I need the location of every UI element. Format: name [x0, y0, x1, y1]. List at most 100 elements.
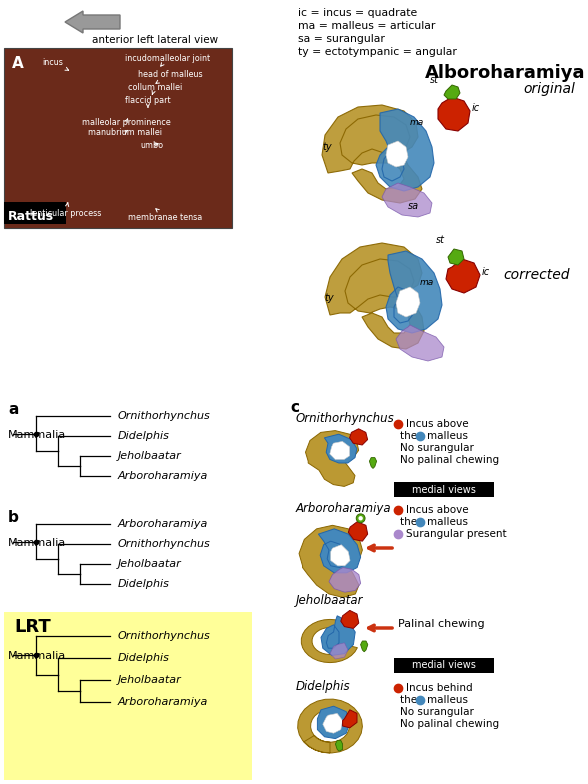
- Text: Jeholbaatar: Jeholbaatar: [118, 451, 182, 461]
- FancyArrow shape: [65, 11, 120, 33]
- Text: umbo: umbo: [140, 140, 163, 150]
- Polygon shape: [323, 713, 343, 733]
- Text: Arboroharamiya: Arboroharamiya: [118, 697, 208, 707]
- Text: malleus: malleus: [427, 431, 468, 441]
- Text: Mammalia: Mammalia: [8, 430, 66, 440]
- Text: Didelphis: Didelphis: [296, 680, 350, 693]
- Bar: [394, 658, 494, 673]
- Bar: [4, 612, 252, 780]
- Text: ty: ty: [322, 142, 332, 152]
- Polygon shape: [321, 615, 355, 655]
- Text: ic = incus = quadrate: ic = incus = quadrate: [298, 8, 417, 18]
- Text: malleolar prominence: malleolar prominence: [82, 118, 171, 126]
- Text: Didelphis: Didelphis: [118, 653, 170, 663]
- Polygon shape: [396, 287, 420, 317]
- Text: Jeholbaatar: Jeholbaatar: [118, 675, 182, 685]
- Polygon shape: [396, 325, 444, 361]
- Text: Alboroharamiya: Alboroharamiya: [425, 64, 585, 82]
- Text: a: a: [8, 402, 18, 417]
- Text: incus: incus: [42, 57, 69, 71]
- Polygon shape: [360, 641, 368, 652]
- Text: anterior left lateral view: anterior left lateral view: [92, 35, 218, 45]
- Text: the: the: [400, 431, 420, 441]
- Text: Palinal chewing: Palinal chewing: [398, 619, 485, 629]
- Text: ty = ectotympanic = angular: ty = ectotympanic = angular: [298, 47, 457, 57]
- Text: manubrium mallei: manubrium mallei: [88, 128, 162, 136]
- Text: Jeholbaatar: Jeholbaatar: [296, 594, 363, 607]
- Polygon shape: [376, 109, 434, 191]
- Text: malleus: malleus: [427, 517, 468, 527]
- Polygon shape: [330, 441, 350, 459]
- Text: the: the: [400, 517, 420, 527]
- Text: Ornithorhynchus: Ornithorhynchus: [296, 412, 395, 425]
- Polygon shape: [322, 105, 422, 203]
- Polygon shape: [306, 430, 359, 486]
- Text: st: st: [430, 75, 439, 85]
- Polygon shape: [343, 710, 357, 728]
- Polygon shape: [318, 706, 350, 739]
- Polygon shape: [341, 611, 359, 629]
- Text: Incus above: Incus above: [406, 419, 469, 429]
- Text: Incus behind: Incus behind: [406, 683, 473, 693]
- Polygon shape: [446, 259, 480, 293]
- Text: original: original: [523, 82, 575, 96]
- Polygon shape: [325, 434, 357, 463]
- Text: Didelphis: Didelphis: [118, 579, 170, 589]
- Text: Ornithorhynchus: Ornithorhynchus: [118, 539, 211, 549]
- Text: sa: sa: [408, 201, 419, 211]
- Text: membranae tensa: membranae tensa: [128, 209, 202, 222]
- Polygon shape: [325, 243, 424, 349]
- Text: lenticular process: lenticular process: [30, 203, 101, 217]
- Text: LRT: LRT: [14, 618, 51, 636]
- Text: ty: ty: [324, 293, 333, 303]
- Text: A: A: [12, 56, 24, 71]
- Text: incudomalleolar joint: incudomalleolar joint: [125, 53, 210, 66]
- Polygon shape: [444, 85, 460, 99]
- Text: b: b: [8, 510, 19, 525]
- Polygon shape: [382, 183, 432, 217]
- Polygon shape: [350, 429, 368, 445]
- Polygon shape: [438, 97, 470, 131]
- Bar: [4, 48, 232, 228]
- Text: Surangular present: Surangular present: [406, 529, 507, 539]
- Text: medial views: medial views: [412, 660, 476, 670]
- Text: the: the: [400, 695, 420, 705]
- Text: No surangular: No surangular: [400, 707, 474, 717]
- Bar: [394, 482, 494, 497]
- Circle shape: [359, 516, 363, 521]
- Text: medial views: medial views: [412, 485, 476, 495]
- Circle shape: [356, 514, 365, 523]
- Polygon shape: [386, 141, 408, 167]
- Text: Arboroharamiya: Arboroharamiya: [296, 502, 392, 515]
- Bar: [4, 202, 66, 224]
- Polygon shape: [386, 251, 442, 333]
- Text: Incus above: Incus above: [406, 505, 469, 515]
- Text: malleus: malleus: [427, 695, 468, 705]
- Polygon shape: [330, 643, 348, 659]
- Polygon shape: [348, 522, 368, 541]
- Text: Rattus: Rattus: [8, 210, 54, 223]
- Text: Arboroharamiya: Arboroharamiya: [118, 519, 208, 529]
- Text: Ornithorhynchus: Ornithorhynchus: [118, 411, 211, 421]
- Polygon shape: [299, 525, 362, 597]
- Text: Arboroharamiya: Arboroharamiya: [118, 471, 208, 481]
- Text: Didelphis: Didelphis: [118, 431, 170, 441]
- Text: Ornithorhynchus: Ornithorhynchus: [118, 631, 211, 641]
- Text: collum mallei: collum mallei: [128, 82, 182, 94]
- Text: No palinal chewing: No palinal chewing: [400, 455, 499, 465]
- Text: ma: ma: [410, 118, 425, 127]
- Text: ic: ic: [482, 267, 490, 277]
- Polygon shape: [335, 740, 343, 751]
- Polygon shape: [448, 249, 464, 265]
- Text: c: c: [290, 400, 299, 415]
- Text: corrected: corrected: [503, 268, 570, 282]
- Text: ic: ic: [472, 103, 480, 113]
- Text: head of malleus: head of malleus: [138, 70, 203, 83]
- Text: sa = surangular: sa = surangular: [298, 34, 385, 44]
- Text: Jeholbaatar: Jeholbaatar: [118, 559, 182, 569]
- Polygon shape: [330, 545, 350, 566]
- Polygon shape: [318, 529, 360, 573]
- Polygon shape: [302, 619, 358, 662]
- Text: st: st: [436, 235, 445, 245]
- Polygon shape: [329, 568, 360, 592]
